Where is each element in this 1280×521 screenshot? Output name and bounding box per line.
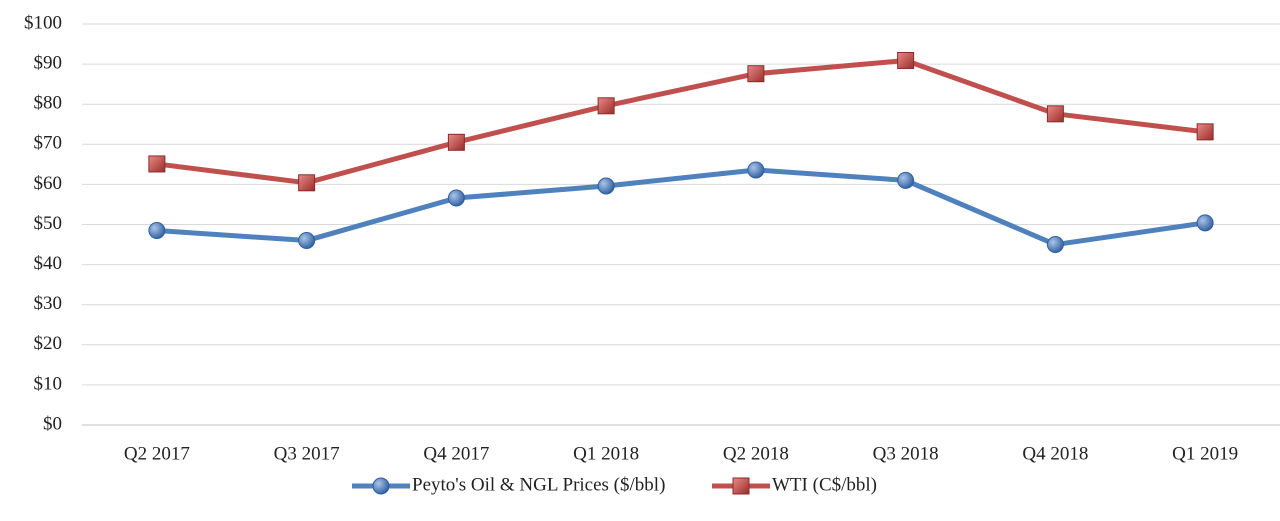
- point-marker: [747, 161, 765, 179]
- x-tick-label: Q2 2017: [124, 443, 190, 464]
- point-marker: [897, 51, 915, 69]
- point-marker: [1196, 123, 1214, 141]
- x-tick-label: Q3 2017: [274, 443, 340, 464]
- series-line: [156, 167, 1206, 248]
- point-marker: [298, 174, 316, 192]
- point-marker: [747, 65, 765, 83]
- legend-label: Peyto's Oil & NGL Prices ($/bbl): [412, 474, 665, 495]
- point-marker: [447, 189, 465, 207]
- y-tick-label: $100: [24, 12, 62, 33]
- legend-marker: [732, 477, 750, 495]
- y-tick-label: $90: [34, 52, 63, 73]
- point-marker: [148, 155, 166, 173]
- point-marker: [597, 177, 615, 195]
- point-marker: [1046, 105, 1064, 123]
- point-marker: [1196, 214, 1214, 232]
- legend-label: WTI (C$/bbl): [772, 474, 877, 495]
- point-marker: [1046, 236, 1064, 254]
- point-marker: [597, 97, 615, 115]
- x-tick-label: Q1 2018: [573, 443, 639, 464]
- y-tick-label: $60: [34, 173, 63, 194]
- x-tick-label: Q2 2018: [723, 443, 789, 464]
- point-marker: [447, 133, 465, 151]
- x-tick-label: Q4 2017: [423, 443, 489, 464]
- point-marker: [897, 171, 915, 189]
- y-tick-label: $80: [34, 93, 63, 114]
- series-line: [156, 57, 1206, 186]
- y-tick-label: $0: [43, 413, 62, 434]
- point-marker: [298, 232, 316, 250]
- y-tick-label: $40: [34, 253, 63, 274]
- y-tick-label: $50: [34, 213, 63, 234]
- y-tick-label: $70: [34, 133, 63, 154]
- y-tick-label: $30: [34, 293, 63, 314]
- x-tick-label: Q3 2018: [873, 443, 939, 464]
- legend-marker: [372, 477, 390, 495]
- x-tick-label: Q1 2019: [1172, 443, 1238, 464]
- y-tick-label: $10: [34, 373, 63, 394]
- point-marker: [148, 222, 166, 240]
- y-tick-label: $20: [34, 333, 63, 354]
- x-tick-label: Q4 2018: [1022, 443, 1088, 464]
